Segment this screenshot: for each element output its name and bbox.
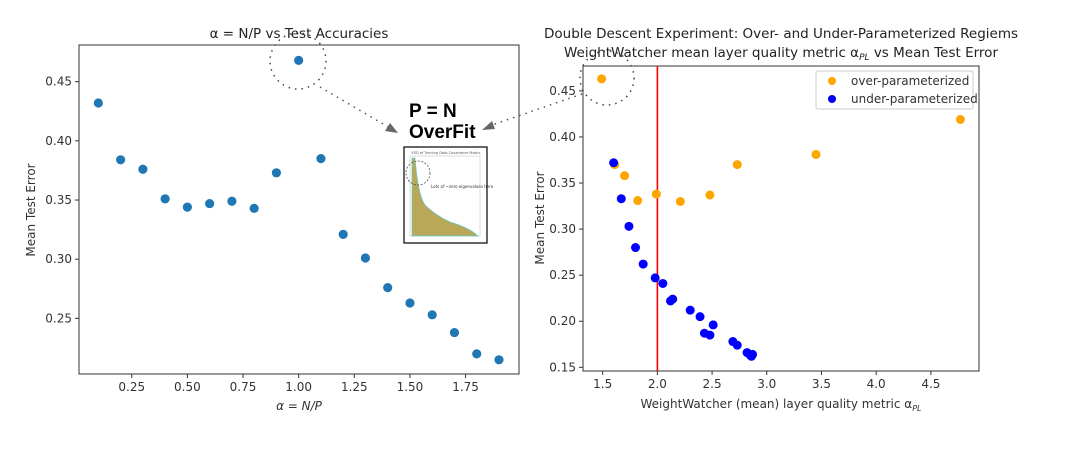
y-tick-label: 0.25 <box>549 268 576 282</box>
under-parameterized-point <box>705 330 715 340</box>
legend-label-under: under-parameterized <box>851 92 978 106</box>
y-tick-label: 0.30 <box>549 222 576 236</box>
legend: over-parameterized under-parameterized <box>815 70 978 110</box>
data-point <box>226 195 238 207</box>
over-parameterized-point <box>705 190 715 200</box>
right-arrow-line <box>491 93 583 126</box>
y-tick-label: 0.35 <box>549 176 576 190</box>
over-parameterized-point <box>633 196 643 206</box>
data-point <box>248 202 260 214</box>
data-point <box>204 198 216 209</box>
x-tick-label: 0.50 <box>174 380 201 394</box>
legend-marker-under <box>828 95 836 103</box>
right-x-axis-label: WeightWatcher (mean) layer quality metri… <box>641 397 922 413</box>
y-tick-label: 0.15 <box>549 360 576 374</box>
over-parameterized-point <box>675 196 685 206</box>
y-tick-label: 0.40 <box>45 134 72 148</box>
under-parameterized-point <box>748 349 758 359</box>
annotation-line2: OverFit <box>409 122 476 143</box>
under-parameterized-point <box>624 221 634 231</box>
inset-note: Lots of ~zero eigenvalues here <box>431 184 494 189</box>
over-parameterized-point <box>811 149 821 159</box>
left-highlight-circle <box>269 32 327 90</box>
y-tick-label: 0.45 <box>45 75 72 89</box>
x-tick-label: 0.25 <box>118 380 145 394</box>
under-parameterized-point <box>631 243 641 253</box>
x-tick-label: 2.5 <box>703 377 722 391</box>
left-y-axis-label: Mean Test Error <box>24 163 38 256</box>
overfit-annotation: P = N OverFit ESD of Training Data Covar… <box>269 32 635 244</box>
over-parameterized-point <box>620 171 630 181</box>
left-x-axis-label: α = N/P <box>276 399 323 413</box>
y-tick-label: 0.20 <box>549 314 576 328</box>
right-chart: Double Descent Experiment: Over- and Und… <box>533 26 1018 413</box>
x-tick-label: 4.0 <box>867 377 886 391</box>
right-arrow-head <box>482 121 495 130</box>
data-point <box>315 153 327 165</box>
over-parameterized-point <box>651 189 661 199</box>
data-point <box>92 97 104 109</box>
annotation-line1: P = N <box>409 101 457 122</box>
under-parameterized-point <box>616 194 626 204</box>
right-y-axis-label: Mean Test Error <box>533 171 547 264</box>
left-arrow-head <box>385 123 398 133</box>
right-highlight-circle <box>579 50 635 106</box>
x-tick-label: 0.75 <box>230 380 257 394</box>
data-point <box>449 327 460 338</box>
over-parameterized-point <box>597 74 607 84</box>
x-tick-label: 2.0 <box>648 377 667 391</box>
data-point <box>382 282 394 294</box>
esd-inset-image: ESD of Training Data Covariance Matrix L… <box>403 146 494 244</box>
under-parameterized-point <box>732 340 742 350</box>
data-point <box>159 193 171 205</box>
under-parameterized-point <box>650 273 660 283</box>
inset-title: ESD of Training Data Covariance Matrix <box>412 151 481 155</box>
x-tick-label: 1.75 <box>452 380 479 394</box>
y-tick-label: 0.45 <box>549 84 576 98</box>
data-point <box>293 54 305 66</box>
right-chart-title: Double Descent Experiment: Over- and Und… <box>544 26 1018 42</box>
y-tick-label: 0.40 <box>549 130 576 144</box>
legend-box <box>815 70 974 110</box>
left-arrow-line <box>319 86 391 129</box>
data-point <box>471 348 483 360</box>
data-point <box>493 354 505 366</box>
x-tick-label: 1.00 <box>285 380 312 394</box>
data-point <box>181 201 193 213</box>
under-parameterized-point <box>609 158 619 168</box>
x-tick-label: 1.25 <box>341 380 368 394</box>
legend-label-over: over-parameterized <box>851 74 969 88</box>
legend-marker-over <box>828 77 836 85</box>
data-point <box>360 252 371 264</box>
inset-density-area <box>411 157 479 237</box>
right-plot-frame <box>582 65 980 372</box>
over-parameterized-point <box>955 114 965 124</box>
under-parameterized-point <box>658 278 668 288</box>
y-tick-label: 0.25 <box>45 311 72 325</box>
data-point <box>115 154 127 166</box>
under-parameterized-point <box>695 312 705 322</box>
y-tick-label: 0.30 <box>45 252 72 266</box>
left-chart-title: α = N/P vs Test Accuracies <box>210 26 389 42</box>
data-point <box>404 297 416 309</box>
x-tick-label: 1.5 <box>593 377 612 391</box>
y-tick-label: 0.35 <box>45 193 72 207</box>
left-chart: α = N/P vs Test Accuracies 0.25 0.50 0.75 1… <box>24 26 520 413</box>
under-parameterized-point <box>638 259 648 269</box>
x-tick-label: 1.50 <box>397 380 424 394</box>
over-parameterized-point <box>732 160 742 170</box>
x-tick-label: 4.5 <box>921 377 940 391</box>
x-tick-label: 3.5 <box>812 377 831 391</box>
data-point <box>137 163 149 175</box>
data-point <box>426 309 438 321</box>
data-point <box>271 167 282 179</box>
right-chart-subtitle: WeightWatcher mean layer quality metric … <box>564 45 998 63</box>
under-parameterized-point <box>668 294 678 304</box>
data-point <box>337 228 349 240</box>
x-tick-label: 3.0 <box>757 377 776 391</box>
under-parameterized-point <box>685 305 695 315</box>
under-parameterized-point <box>708 320 718 330</box>
